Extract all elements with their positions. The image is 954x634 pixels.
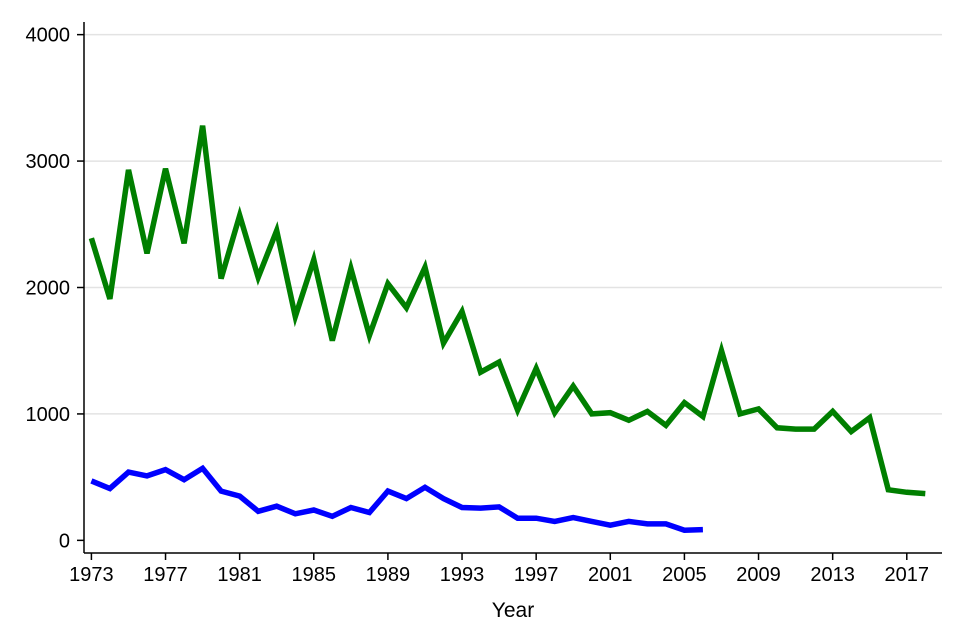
x-tick-label-2013: 2013	[810, 564, 855, 586]
x-tick-label-1993: 1993	[440, 564, 485, 586]
y-tick-label-4000: 4000	[26, 25, 71, 47]
y-tick-label-0: 0	[59, 530, 70, 552]
x-tick-label-2017: 2017	[885, 564, 930, 586]
x-tick-label-1981: 1981	[217, 564, 262, 586]
series-line-1	[88, 125, 926, 497]
x-tick-label-1985: 1985	[292, 564, 337, 586]
x-axis-label: Year	[492, 599, 534, 622]
x-tick-label-1977: 1977	[143, 564, 188, 586]
y-tick-label-2000: 2000	[26, 278, 71, 300]
x-tick-label-1989: 1989	[366, 564, 411, 586]
gridlines	[84, 33, 942, 415]
x-tick-label-2009: 2009	[736, 564, 781, 586]
x-tick-label-2005: 2005	[662, 564, 707, 586]
y-tick-label-3000: 3000	[26, 151, 71, 173]
x-tick-label-1973: 1973	[69, 564, 114, 586]
y-tick-label-1000: 1000	[26, 404, 71, 426]
x-tick-label-1997: 1997	[514, 564, 559, 586]
series-group	[88, 125, 926, 533]
axes: 0 1000 2000 3000 4000 1973 1977 1981 1985 1989 199…	[26, 22, 942, 586]
x-tick-label-2001: 2001	[588, 564, 633, 586]
series-line-2	[90, 464, 703, 533]
